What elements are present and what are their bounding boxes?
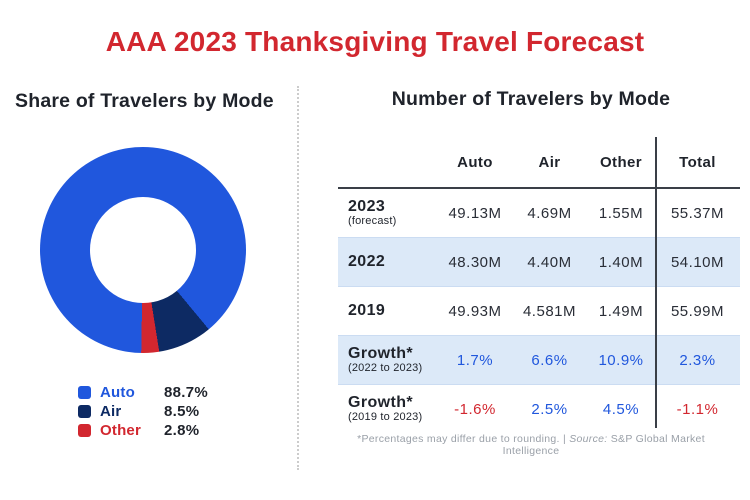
table-row: 2019 49.93M 4.581M 1.49M 55.99M bbox=[338, 287, 740, 335]
row-label-cell: 2019 bbox=[338, 287, 438, 335]
table-body: 2023 (forecast) 49.13M 4.69M 1.55M 55.37M 2022… bbox=[338, 189, 740, 433]
table-cell: -1.6% bbox=[454, 400, 496, 418]
table-cell: 4.581M bbox=[522, 302, 577, 320]
table-cell: 49.13M bbox=[448, 204, 502, 222]
table-cell: 49.93M bbox=[448, 302, 502, 320]
table-row: Growth* (2022 to 2023) 1.7% 6.6% 10.9% 2.3% bbox=[338, 335, 740, 385]
table-cell: 4.40M bbox=[527, 253, 572, 271]
footnote-prefix: *Percentages may differ due to rounding.… bbox=[357, 433, 570, 445]
row-label-cell: Growth* (2022 to 2023) bbox=[338, 336, 438, 384]
table-row: 2022 48.30M 4.40M 1.40M 54.10M bbox=[338, 237, 740, 287]
row-label: Growth* bbox=[348, 344, 414, 362]
donut-chart bbox=[40, 147, 246, 353]
legend-item-air: Air 8.5% bbox=[78, 402, 208, 421]
table-cell: 54.10M bbox=[670, 253, 725, 271]
table-row: 2023 (forecast) 49.13M 4.69M 1.55M 55.37M bbox=[338, 189, 740, 237]
row-label: 2022 bbox=[348, 253, 386, 271]
column-header-other: Other bbox=[599, 154, 642, 171]
legend-item-auto: Auto 88.7% bbox=[78, 383, 208, 402]
table-cell: 1.7% bbox=[456, 351, 494, 369]
table-cell: -1.1% bbox=[676, 400, 719, 418]
table-cell: 10.9% bbox=[598, 351, 644, 369]
table-cell: 1.40M bbox=[598, 253, 644, 271]
numbers-panel-heading: Number of Travelers by Mode bbox=[391, 88, 671, 110]
table-cell: 2.3% bbox=[679, 351, 716, 369]
legend-value: 88.7% bbox=[164, 384, 209, 401]
legend-label: Air bbox=[100, 403, 122, 420]
footnote-source-label: Source: bbox=[569, 433, 608, 445]
column-header-total: Total bbox=[679, 154, 716, 171]
legend-swatch-air bbox=[78, 405, 91, 418]
legend-item-other: Other 2.8% bbox=[78, 421, 208, 440]
table-cell: 2.5% bbox=[531, 400, 568, 418]
row-sublabel: (2019 to 2023) bbox=[348, 411, 423, 424]
row-sublabel: (forecast) bbox=[348, 215, 397, 228]
table-cell: 1.55M bbox=[598, 204, 644, 222]
row-label-cell: Growth* (2019 to 2023) bbox=[338, 385, 438, 433]
row-label: 2019 bbox=[348, 302, 386, 320]
chart-legend: Auto 88.7% Air 8.5% Other 2.8% bbox=[78, 383, 208, 440]
legend-value: 2.8% bbox=[164, 422, 200, 439]
legend-label: Other bbox=[100, 422, 142, 439]
table-cell: 1.49M bbox=[598, 302, 644, 320]
footnote-source-text: S&P Global Market Intelligence bbox=[502, 433, 705, 457]
legend-swatch-auto bbox=[78, 386, 91, 399]
total-column-divider bbox=[655, 137, 657, 428]
table-header-row: Auto Air Other Total bbox=[338, 138, 740, 189]
section-divider bbox=[297, 86, 299, 470]
donut-hole bbox=[90, 197, 196, 303]
row-sublabel: (2022 to 2023) bbox=[348, 362, 423, 375]
row-label-cell: 2023 (forecast) bbox=[338, 189, 438, 237]
page-title: AAA 2023 Thanksgiving Travel Forecast bbox=[105, 26, 645, 57]
travelers-table: Auto Air Other Total 2023 (forecast) 49.13M 4.… bbox=[338, 138, 740, 433]
table-cell: 55.99M bbox=[670, 302, 725, 320]
legend-label: Auto bbox=[100, 384, 135, 401]
table-cell: 55.37M bbox=[670, 204, 725, 222]
share-panel-heading: Share of Travelers by Mode bbox=[15, 90, 274, 112]
row-label-cell: 2022 bbox=[338, 238, 438, 286]
row-label: 2023 bbox=[348, 197, 386, 215]
legend-value: 8.5% bbox=[164, 403, 200, 420]
legend-swatch-other bbox=[78, 424, 91, 437]
footnote: *Percentages may differ due to rounding.… bbox=[330, 433, 732, 457]
table-row: Growth* (2019 to 2023) -1.6% 2.5% 4.5% -1.1% bbox=[338, 385, 740, 433]
table-header-spacer bbox=[338, 138, 438, 187]
row-label: Growth* bbox=[348, 393, 414, 411]
table-cell: 4.5% bbox=[602, 400, 640, 418]
table-cell: 48.30M bbox=[448, 253, 502, 271]
table-cell: 6.6% bbox=[531, 351, 568, 369]
column-header-auto: Auto bbox=[457, 154, 493, 171]
table-cell: 4.69M bbox=[527, 204, 572, 222]
column-header-air: Air bbox=[538, 154, 561, 171]
